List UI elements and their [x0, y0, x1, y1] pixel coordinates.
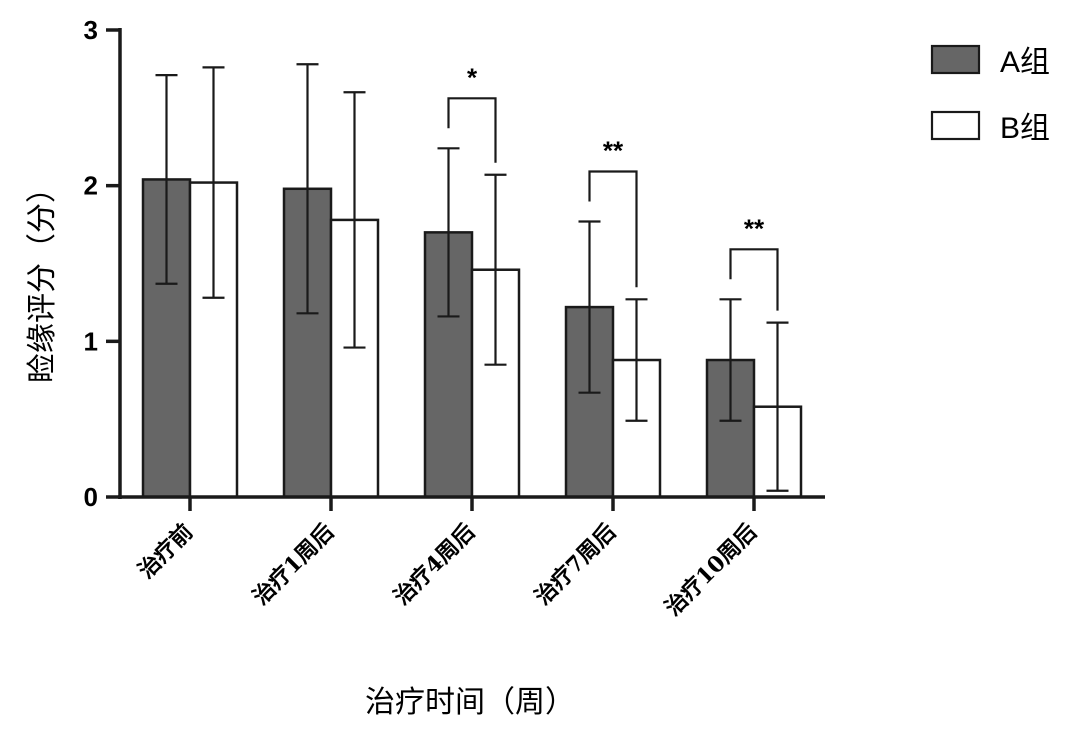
significance-layer: ***** [447, 62, 779, 311]
significance-bracket [729, 248, 779, 311]
y-tick-label: 0 [84, 482, 98, 512]
x-tick-label: 治疗10周后 [660, 519, 762, 621]
legend-label: B组 [1000, 112, 1050, 145]
legend: A组 B组 [930, 44, 1050, 145]
y-axis-title: 睑缘评分（分） [25, 173, 60, 383]
bars-layer [141, 178, 803, 499]
y-tick-label: 3 [84, 15, 98, 45]
legend-label: A组 [1000, 46, 1050, 79]
x-tick-label: 治疗前 [133, 519, 198, 584]
significance-bracket [447, 97, 497, 163]
significance-label: ** [744, 213, 765, 243]
error-bars-layer [155, 63, 789, 492]
y-tick-label: 2 [84, 171, 98, 201]
significance-label: * [467, 62, 478, 92]
x-axis-title: 治疗时间（周） [365, 685, 575, 720]
x-tick-label: 治疗7周后 [530, 519, 621, 610]
y-tick-label: 1 [84, 326, 98, 356]
significance-bracket [588, 170, 638, 288]
x-tick-label: 治疗4周后 [389, 519, 480, 610]
x-tick-label: 治疗1周后 [248, 519, 339, 610]
legend-swatch [930, 44, 981, 75]
significance-label: ** [603, 135, 624, 165]
legend-swatch [930, 110, 981, 141]
